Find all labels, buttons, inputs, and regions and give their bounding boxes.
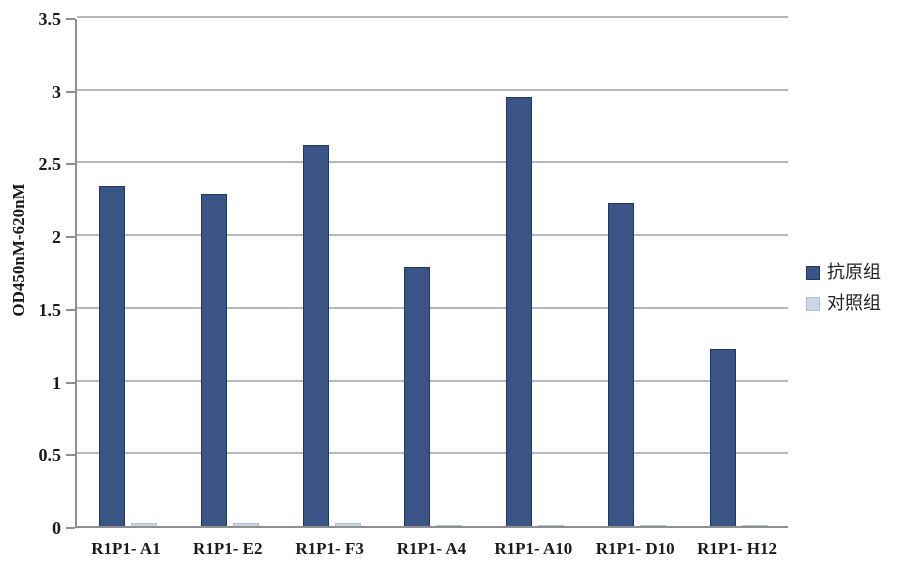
x-label-R1P1-A10: R1P1- A10 <box>494 539 573 558</box>
antigen-bar-R1P1-E2 <box>200 194 227 526</box>
x-label-R1P1-E2: R1P1- E2 <box>193 539 263 558</box>
antigen-bar-R1P1-A1 <box>98 186 125 526</box>
bar-group-R1P1-A10 <box>484 19 586 526</box>
gridline-1.5 <box>77 306 788 309</box>
control-bar-R1P1-E2 <box>232 523 259 526</box>
y-tick-mark <box>66 381 75 384</box>
plot-area <box>75 16 790 528</box>
legend-label-control-group: 对照组 <box>827 293 881 313</box>
antigen-bar-R1P1-F3 <box>302 145 329 526</box>
y-tick-mark <box>66 90 75 93</box>
legend: 抗原组 对照组 <box>806 262 881 314</box>
bar-group-R1P1-F3 <box>281 19 383 526</box>
x-label-R1P1-H12: R1P1- H12 <box>697 539 777 558</box>
legend-item-control-group: 对照组 <box>806 293 881 314</box>
x-label-R1P1-D10: R1P1- D10 <box>595 539 675 558</box>
gridline-0.5 <box>77 452 788 455</box>
legend-item-antigen-group: 抗原组 <box>806 262 881 283</box>
x-label-R1P1-F3: R1P1- F3 <box>295 539 364 558</box>
control-bar-R1P1-A4 <box>436 525 463 526</box>
gridline-2 <box>77 234 788 237</box>
y-tick-label: 3 <box>52 81 61 102</box>
y-tick-mark <box>66 454 75 457</box>
x-label-R1P1-A4: R1P1- A4 <box>396 539 467 558</box>
antigen-bar-R1P1-D10 <box>608 203 635 526</box>
x-axis-labels: R1P1- A1 R1P1- E2 R1P1- F3 R1P1- A4 R1P1- A1… <box>75 539 788 565</box>
control-bar-R1P1-D10 <box>640 525 667 526</box>
legend-swatch-control-group <box>806 296 820 311</box>
y-tick-mark <box>66 308 75 311</box>
y-tick-label: 3.5 <box>38 9 62 29</box>
control-bar-R1P1-A10 <box>538 525 565 526</box>
gridline-3.5 <box>77 16 788 18</box>
control-bar-R1P1-H12 <box>742 525 769 526</box>
y-tick-mark <box>66 18 75 20</box>
control-bar-R1P1-A1 <box>130 523 157 526</box>
gridline-2.5 <box>77 161 788 164</box>
bar-group-R1P1-E2 <box>179 19 281 526</box>
bar-group-R1P1-A1 <box>77 19 179 526</box>
y-tick-label: 2 <box>52 227 61 248</box>
antigen-bar-R1P1-A4 <box>404 267 431 526</box>
bar-group-R1P1-A4 <box>383 19 485 526</box>
gridline-3 <box>77 88 788 91</box>
y-tick-label: 1.5 <box>38 299 62 320</box>
legend-swatch-antigen-group <box>806 265 820 280</box>
legend-label-antigen-group: 抗原组 <box>827 262 881 282</box>
antigen-bar-R1P1-A10 <box>506 97 533 526</box>
bar-group-R1P1-D10 <box>586 19 688 526</box>
x-label-R1P1-A1: R1P1- A1 <box>91 539 161 558</box>
y-axis: 0 0.5 1 1.5 2 2.5 3 3.5 <box>0 9 75 538</box>
y-tick-mark <box>66 163 75 166</box>
y-tick-label: 2.5 <box>38 154 62 175</box>
y-tick-mark <box>66 527 75 529</box>
antigen-bar-R1P1-H12 <box>710 349 737 526</box>
control-bar-R1P1-F3 <box>334 523 361 526</box>
gridline-1 <box>77 379 788 382</box>
bar-group-R1P1-H12 <box>688 19 790 526</box>
y-tick-mark <box>66 236 75 239</box>
y-tick-label: 0 <box>52 518 61 538</box>
y-tick-label: 1 <box>52 372 61 393</box>
y-tick-label: 0.5 <box>38 445 62 466</box>
